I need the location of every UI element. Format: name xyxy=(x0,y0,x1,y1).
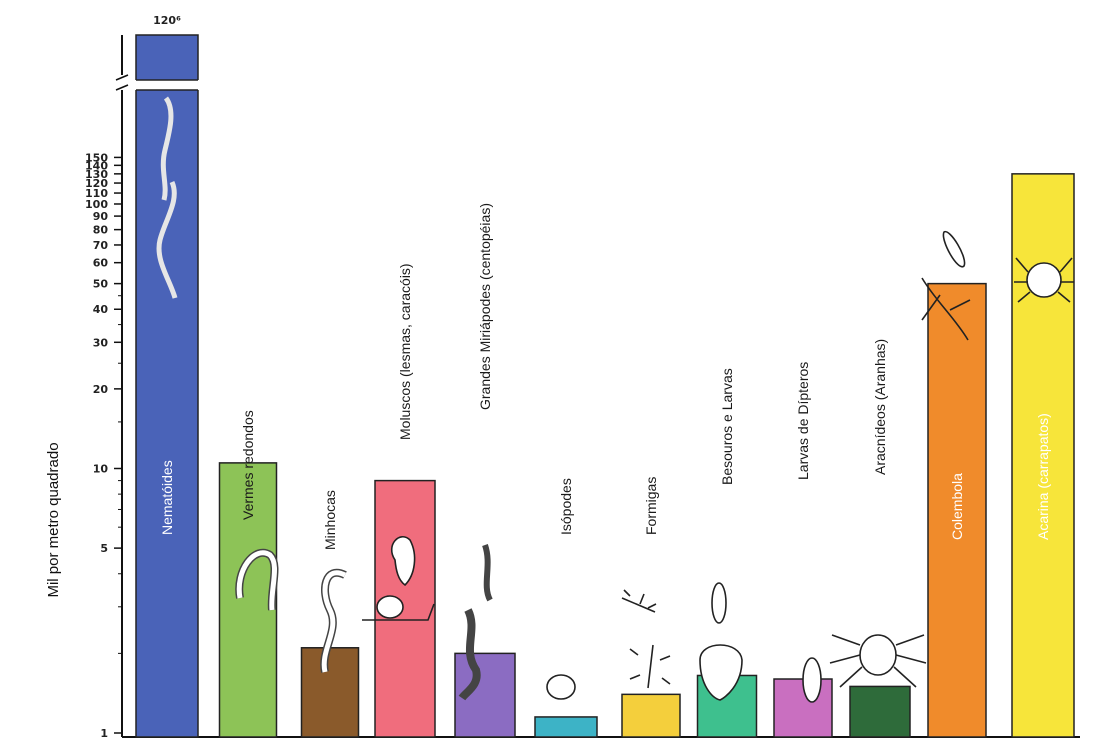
y-tick-label: 90 xyxy=(93,210,109,223)
category-label: Vermes redondos xyxy=(240,410,256,520)
bars xyxy=(134,34,1075,738)
larva-icon xyxy=(711,582,727,624)
earthworm-icon-inner xyxy=(321,570,347,673)
category-label: Colembola xyxy=(949,473,965,540)
snail-shell-icon xyxy=(376,595,404,619)
bar-7 xyxy=(621,693,681,738)
y-tick-label: 40 xyxy=(93,303,109,316)
axis-break-mark xyxy=(115,74,129,91)
category-label: Aracnídeos (Aranhas) xyxy=(872,339,888,475)
bar-11 xyxy=(927,282,987,738)
y-tick-label: 50 xyxy=(93,278,109,291)
category-label: Larvas de Dípteros xyxy=(795,362,811,480)
ant-icon xyxy=(629,644,671,689)
millipede-icon xyxy=(482,544,493,602)
y-tick-label: 100 xyxy=(85,198,108,211)
nematode-icon xyxy=(160,96,174,201)
category-label: Grandes Miriápodes (centopéias) xyxy=(477,203,493,410)
centipede-icon xyxy=(458,608,481,701)
springtail-icon xyxy=(942,231,966,268)
spider-legs-icon xyxy=(829,634,927,688)
category-label: Formigas xyxy=(643,477,659,535)
mite-legs-icon xyxy=(1014,257,1074,303)
spider-icon xyxy=(859,634,897,676)
bar-6 xyxy=(534,716,598,738)
y-tick-label: 10 xyxy=(93,462,109,475)
snail-body-icon xyxy=(362,603,435,621)
y-tick-label: 80 xyxy=(93,224,109,237)
y-tick-label: 5 xyxy=(100,542,108,555)
category-label: Isópodes xyxy=(558,478,574,535)
critter-illustrations xyxy=(156,96,1074,703)
y-tick-label: 70 xyxy=(93,239,109,252)
y-tick-label: 20 xyxy=(93,383,109,396)
category-label: Moluscos (lesmas, caracóis) xyxy=(397,263,413,440)
y-tick-label: 140 xyxy=(85,159,108,172)
category-labels: Nematóides Vermes redondos Minhocas Molusco… xyxy=(159,203,1051,550)
y-tick-label: 110 xyxy=(85,187,108,200)
bar-3 xyxy=(300,647,360,738)
bar-10 xyxy=(849,685,911,738)
y-axis-label: Mil por metro quadrado xyxy=(45,442,62,597)
category-label: Minhocas xyxy=(322,490,338,550)
bar-2 xyxy=(218,462,278,738)
y-tick-label: 30 xyxy=(93,336,109,349)
y-tick-label: 130 xyxy=(85,168,108,181)
ant-icon xyxy=(621,589,657,613)
slug-icon xyxy=(390,536,416,587)
y-tick-label: 60 xyxy=(93,257,109,270)
category-label: Besouros e Larvas xyxy=(719,368,735,485)
category-label: Acarina (carrapatos) xyxy=(1035,413,1051,540)
y-tick-label: 120 xyxy=(85,177,108,190)
category-label: Nematóides xyxy=(159,460,175,535)
y-tick-label: 1 xyxy=(100,727,108,740)
top-value-label: 120⁶ xyxy=(153,14,181,27)
roundworm-icon-inner xyxy=(236,550,277,611)
mite-icon xyxy=(1026,262,1062,298)
springtail-icon xyxy=(921,277,971,341)
bar-break-gap xyxy=(134,80,200,90)
nematode-icon xyxy=(156,180,178,299)
fly-larva-icon xyxy=(802,657,822,703)
isopod-icon xyxy=(546,674,576,700)
beetle-icon xyxy=(699,644,743,701)
y-tick-label: 150 xyxy=(85,151,108,164)
